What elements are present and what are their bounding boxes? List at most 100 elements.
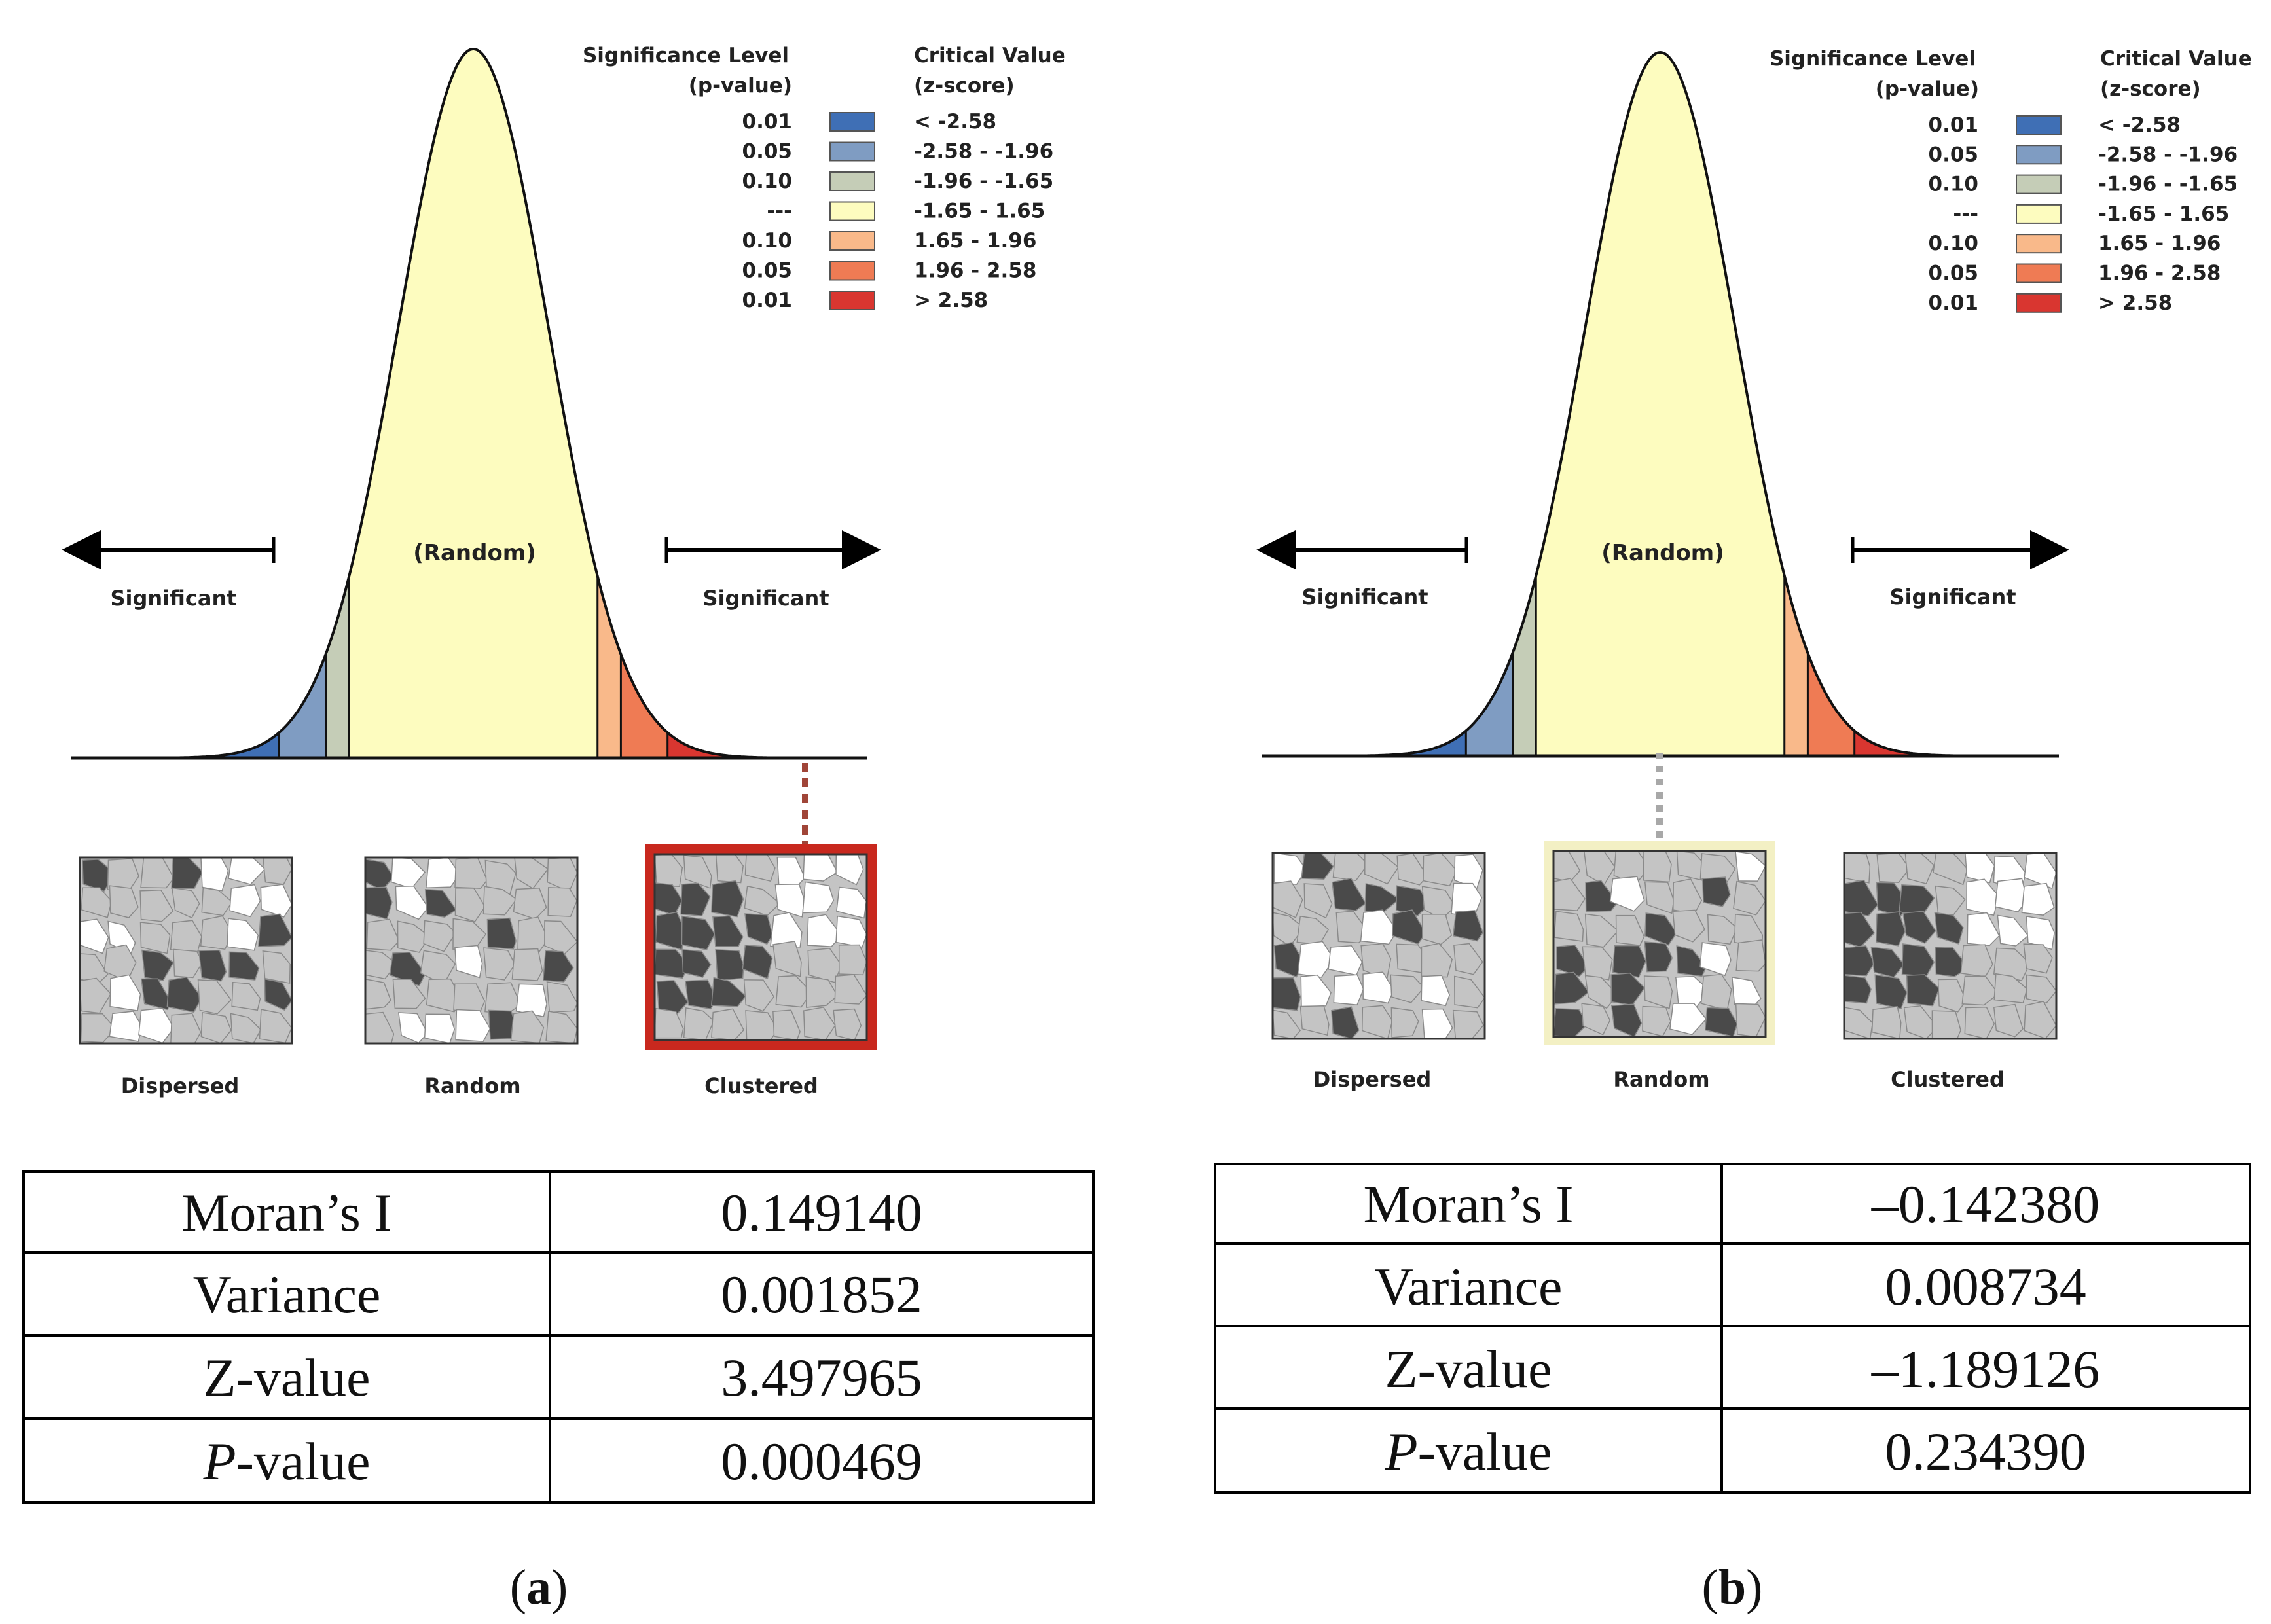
significant-right-label: Significant (702, 586, 829, 611)
map-region (1615, 914, 1645, 947)
left-significance-arrow (62, 530, 276, 569)
map-region (1906, 974, 1940, 1007)
legend-z-range: 1.96 - 2.58 (914, 259, 1036, 283)
map-region (424, 1013, 456, 1044)
map-region (365, 886, 393, 920)
map-region (1332, 878, 1367, 912)
right-significance-arrow (1851, 530, 2069, 569)
map-region (772, 941, 802, 977)
map-region (1453, 943, 1483, 975)
map-region (262, 950, 291, 984)
map-region (107, 857, 139, 895)
map-region (103, 944, 137, 983)
map-label-dispersed: Dispersed (121, 1074, 240, 1098)
map-region (1452, 910, 1484, 942)
map-frame (1271, 852, 1486, 1040)
curve-region-3 (349, 49, 598, 758)
map-clustered (645, 844, 877, 1050)
map-region (1421, 943, 1453, 978)
map-region (1937, 979, 1967, 1013)
map-region (1333, 974, 1364, 1006)
table-label-variance: Variance (1375, 1257, 1563, 1316)
map-frame (79, 856, 293, 1045)
map-label-clustered: Clustered (1891, 1067, 2005, 1092)
map-region (1392, 909, 1426, 945)
map-region (201, 887, 233, 916)
map-region (1676, 945, 1707, 977)
curve-region-4 (597, 576, 621, 758)
map-region (80, 1013, 117, 1043)
map-region (1451, 882, 1483, 918)
map-region (1902, 911, 1936, 944)
table-label-p-value: P-value (1385, 1422, 1552, 1481)
map-region (770, 912, 803, 948)
map-region (1672, 909, 1705, 943)
map-region (1874, 974, 1908, 1009)
map-region (2026, 974, 2057, 1004)
legend: Significance Level (p-value) Critical Va… (1770, 47, 2252, 315)
map-region (1735, 850, 1766, 882)
legend-crit-header: Critical Value (914, 44, 1066, 67)
legend-z-range: 1.96 - 2.58 (2098, 262, 2221, 285)
legend-crit-header: Critical Value (2100, 47, 2252, 71)
table-label-p-value: P-value (203, 1432, 371, 1491)
map-region (197, 979, 232, 1015)
map-region (1303, 883, 1333, 919)
map-region (1733, 880, 1766, 916)
table-label-morans-i: Moran’s I (181, 1183, 391, 1242)
map-region (1643, 850, 1672, 883)
map-label-dispersed: Dispersed (1313, 1067, 1432, 1092)
normal-curve (1262, 50, 2059, 758)
map-region (1297, 941, 1335, 978)
table-label-variance: Variance (193, 1265, 381, 1324)
map-dispersed (1271, 852, 1486, 1040)
map-region (141, 949, 174, 981)
map-region (423, 920, 456, 952)
map-region (1901, 943, 1935, 977)
significant-right-label: Significant (1889, 585, 2016, 609)
legend-swatch (829, 141, 875, 162)
map-region (807, 948, 843, 983)
map-region (1735, 1003, 1766, 1038)
table-label-morans-i: Moran’s I (1363, 1174, 1573, 1234)
map-region (258, 913, 293, 947)
legend-crit-subheader: (z-score) (914, 74, 1015, 98)
map-region (1700, 973, 1732, 1011)
normal-curve (71, 48, 867, 760)
map-region (1300, 974, 1332, 1008)
map-region (715, 948, 744, 981)
map-region (2026, 916, 2055, 950)
curve-region-0 (1262, 731, 1466, 756)
map-region (109, 974, 141, 1011)
table-label-z-value: Z-value (1385, 1339, 1552, 1399)
legend-swatch (2016, 204, 2062, 224)
map-region (454, 945, 483, 979)
map-region (1421, 914, 1453, 945)
caption-b: (b) (1702, 1560, 1763, 1615)
map-region (1453, 854, 1483, 890)
legend-sig-subheader: (p-value) (689, 74, 792, 98)
map-region (1395, 885, 1429, 916)
map-region (2021, 882, 2055, 916)
caption-a: (a) (510, 1560, 568, 1615)
map-region (483, 947, 516, 981)
map-region (545, 1011, 578, 1044)
map-region (1964, 1006, 1995, 1039)
map-region (1704, 1007, 1738, 1038)
map-region (1360, 943, 1392, 981)
map-region (424, 889, 458, 918)
map-region (1390, 974, 1425, 1003)
legend-swatch (2016, 174, 2062, 194)
map-region (546, 981, 578, 1013)
map-region (711, 1008, 744, 1041)
map-region (198, 949, 227, 982)
map-region (166, 976, 202, 1013)
curve-region-4 (1784, 575, 1808, 756)
map-region (1610, 972, 1646, 1006)
map-region (1361, 1005, 1393, 1039)
map-frame (1552, 850, 1767, 1038)
panel-b: (Random) Significant Significant Signifi… (1214, 47, 2252, 1615)
legend-z-range: < -2.58 (2098, 113, 2181, 137)
map-region (834, 974, 867, 1005)
map-region (170, 920, 202, 954)
